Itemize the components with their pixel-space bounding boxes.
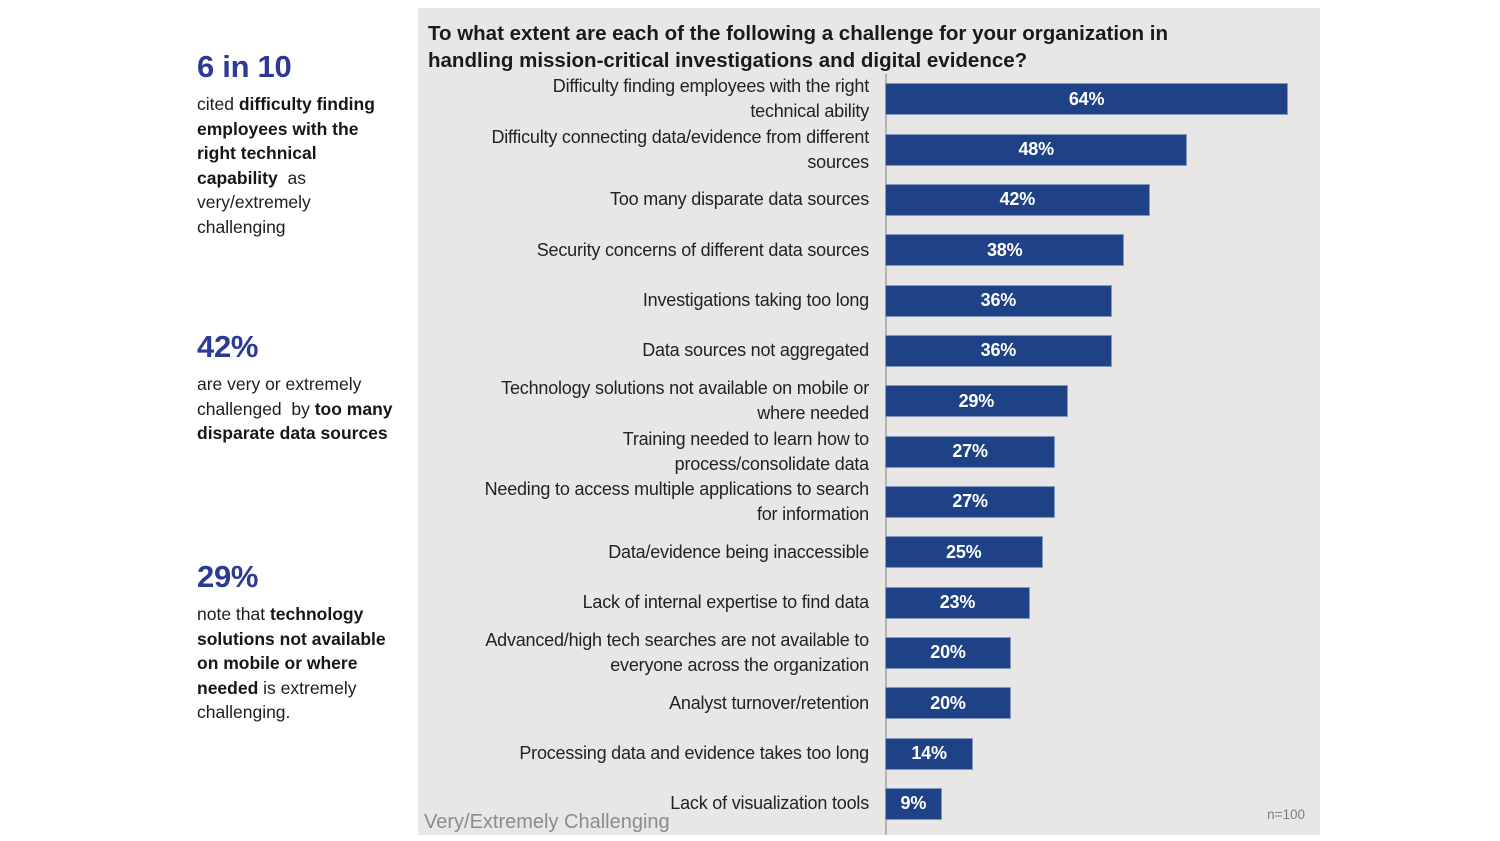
bar-value-label: 64% [1068,88,1105,109]
chart-row: Security concerns of different data sour… [418,225,1320,275]
bar: 29% [885,385,1068,418]
chart-row: Difficulty finding employees with the ri… [418,74,1320,124]
chart-row: Too many disparate data sources 42% [418,175,1320,225]
chart-row: Processing data and evidence takes too l… [418,728,1320,778]
bar: 20% [885,687,1011,720]
stat-block-42-percent: 42% are very or extremely challenged by … [197,330,399,446]
chart-rows: Difficulty finding employees with the ri… [418,74,1320,829]
bar-track: 27% [885,435,1320,468]
horizontal-bar-chart: Difficulty finding employees with the ri… [418,74,1320,835]
bar-value-label: 38% [986,239,1023,260]
bar-track: 20% [885,636,1320,669]
bar-track: 23% [885,586,1320,619]
bar: 14% [885,737,974,770]
category-label: Investigations taking too long [642,290,869,311]
bar-value-label: 27% [952,441,988,462]
bar: 42% [885,183,1150,216]
chart-row: Technology solutions not available on mo… [418,376,1320,426]
bar-value-label: 42% [999,189,1036,210]
bar-track: 36% [885,284,1320,317]
category-label: Difficulty connecting data/evidence from… [491,126,869,172]
bar-value-label: 25% [946,541,982,562]
stat-text: cited difficulty finding employees with … [197,94,380,237]
bar: 36% [885,334,1112,367]
chart-row: Lack of visualization tools 9% [418,779,1320,829]
bar-track: 36% [885,334,1320,367]
bar-track: 27% [885,485,1320,518]
bar-value-label: 27% [952,491,988,512]
bar: 20% [885,636,1011,669]
bar-value-label: 36% [980,340,1017,361]
stat-block-6-in-10: 6 in 10 cited difficulty finding employe… [197,50,399,239]
bar-track: 29% [885,385,1320,418]
chart-row: Training needed to learn how to process/… [418,426,1320,476]
category-label: Data sources not aggregated [642,340,869,361]
bar-track: 42% [885,183,1320,216]
category-label: Needing to access multiple applications … [484,478,870,524]
category-label: Lack of visualization tools [670,793,869,814]
stat-text: are very or extremely challenged by too … [197,374,398,443]
bar: 25% [885,536,1043,569]
category-label: Analyst turnover/retention [669,692,869,713]
sample-size-note: n=100 [1267,807,1305,822]
bar-value-label: 29% [958,390,995,411]
chart-row: Investigations taking too long 36% [418,275,1320,325]
chart-row: Difficulty connecting data/evidence from… [418,124,1320,174]
bar-track: 9% [885,787,1320,820]
bar-value-label: 48% [1018,139,1054,160]
chart-row: Advanced/high tech searches are not avai… [418,628,1320,678]
category-label: Security concerns of different data sour… [536,239,869,260]
bar-value-label: 20% [930,642,966,663]
bar: 48% [885,133,1188,166]
bar-track: 64% [885,83,1320,116]
chart-title: To what extent are each of the following… [428,22,1168,72]
chart-row: Analyst turnover/retention 20% [418,678,1320,728]
bar: 9% [885,787,942,820]
chart-row: Needing to access multiple applications … [418,477,1320,527]
chart-row: Data sources not aggregated 36% [418,326,1320,376]
bar-track: 20% [885,687,1320,720]
stat-text: note that technology solutions not avail… [197,604,391,722]
category-label: Advanced/high tech searches are not avai… [485,629,869,675]
stat-headline: 29% [197,559,259,594]
bar: 36% [885,284,1112,317]
category-label: Technology solutions not available on mo… [501,378,869,424]
chart-row: Lack of internal expertise to find data 2… [418,577,1320,627]
bar-value-label: 20% [930,692,966,713]
category-label: Training needed to learn how to process/… [622,428,870,474]
bar-track: 14% [885,737,1320,770]
bar: 64% [885,83,1289,116]
bar-value-label: 36% [980,290,1017,311]
stat-headline: 42% [197,329,259,364]
stat-headline: 6 in 10 [197,49,292,84]
category-label: Lack of internal expertise to find data [582,592,870,613]
stats-sidebar: 6 in 10 cited difficulty finding employe… [197,0,407,841]
bar: 23% [885,586,1030,619]
bar-value-label: 14% [911,743,947,764]
category-label: Data/evidence being inaccessible [608,541,869,562]
category-label: Too many disparate data sources [610,189,869,210]
chart-panel: To what extent are each of the following… [418,8,1320,835]
bar-track: 48% [885,133,1320,166]
category-label: Difficulty finding employees with the ri… [552,76,869,122]
category-label: Processing data and evidence takes too l… [519,743,869,764]
bar: 27% [885,485,1056,518]
stat-block-29-percent: 29% note that technology solutions not a… [197,560,399,725]
bar-track: 25% [885,536,1320,569]
bar: 27% [885,435,1056,468]
bar: 38% [885,234,1125,267]
bar-track: 38% [885,234,1320,267]
bar-value-label: 9% [900,793,927,814]
bar-value-label: 23% [939,592,976,613]
axis-caption: Very/Extremely Challenging [424,811,670,833]
chart-row: Data/evidence being inaccessible 25% [418,527,1320,577]
